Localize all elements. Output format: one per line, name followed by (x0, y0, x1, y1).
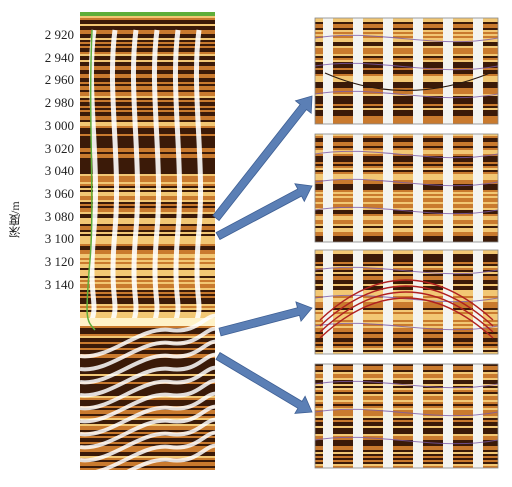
arrow-4 (215, 352, 313, 414)
detail-panel-4 (315, 364, 498, 468)
y-tick-label: 2 940 (44, 49, 74, 65)
arrow-2 (215, 183, 313, 241)
y-tick-label: 2 960 (44, 72, 74, 88)
y-tick-label: 3 080 (44, 208, 74, 224)
detail-panel-2 (315, 134, 498, 242)
main-log-strip (80, 12, 215, 470)
arrow-3 (218, 301, 313, 337)
detail-panel-3 (315, 250, 498, 354)
y-tick-label: 2 980 (44, 95, 74, 111)
y-tick-label: 3 120 (44, 254, 74, 269)
y-tick-label: 3 040 (44, 163, 74, 179)
y-tick-label: 3 060 (44, 185, 74, 201)
y-tick-label: 2 920 (44, 27, 74, 42)
y-tick-label: 3 140 (44, 276, 74, 292)
y-tick-label: 3 020 (44, 140, 74, 156)
detail-panel-1 (315, 18, 498, 124)
y-tick-label: 3 100 (44, 231, 74, 247)
y-tick-label: 3 000 (44, 117, 74, 133)
arrow-1 (212, 95, 313, 222)
